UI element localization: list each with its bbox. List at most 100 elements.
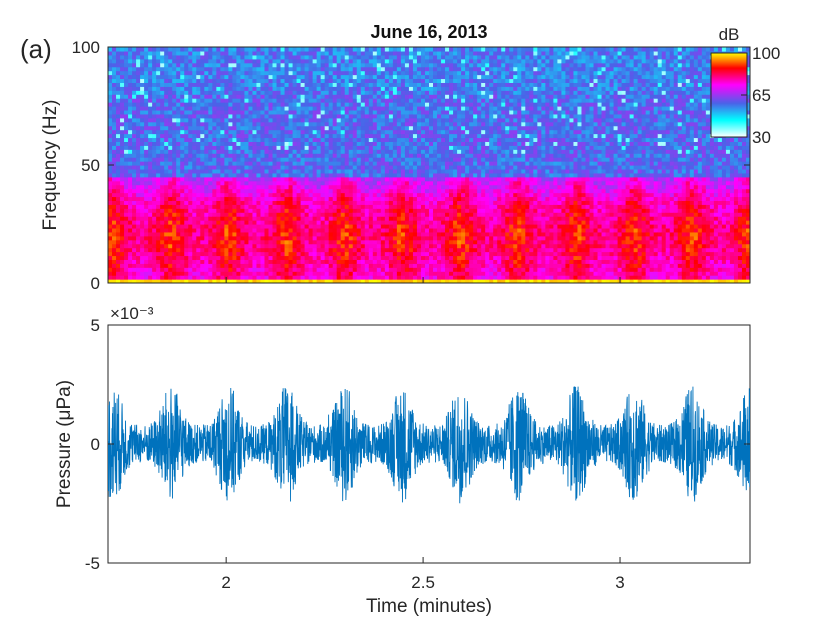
spectrogram-cell <box>384 168 390 174</box>
spectrogram-cell <box>416 180 422 186</box>
spectrogram-cell <box>152 78 157 83</box>
spectrogram-cell <box>124 70 129 76</box>
spectrogram-cell <box>424 192 430 198</box>
spectrogram-cell <box>244 106 250 111</box>
spectrogram-cell <box>404 263 410 268</box>
spectrogram-cell <box>148 176 153 182</box>
spectrogram-cell <box>356 74 362 80</box>
spectrogram-cell <box>368 82 374 87</box>
spectrogram-cell <box>364 168 370 174</box>
spectrogram-cell <box>429 141 434 146</box>
spectrogram-cell <box>224 243 229 249</box>
spectrogram-cell <box>124 102 129 107</box>
spectrogram-cell <box>340 133 346 139</box>
spectrogram-cell <box>352 145 358 150</box>
spectrogram-cell <box>340 279 346 283</box>
spectrogram-cell <box>308 184 314 190</box>
spectrogram-cell <box>256 82 262 87</box>
spectrogram-cell <box>433 227 438 233</box>
spectrogram-cell <box>392 62 398 68</box>
spectrogram-cell <box>264 255 270 260</box>
spectrogram-cell <box>352 137 358 142</box>
spectrogram-cell <box>212 279 217 283</box>
spectrogram-cell <box>168 94 173 99</box>
spectrogram-cell <box>156 125 161 131</box>
spectrogram-cell <box>256 184 262 190</box>
spectrogram-cell <box>420 180 426 186</box>
spectrogram-cell <box>140 113 145 119</box>
spectrogram-cell <box>376 220 382 225</box>
spectrogram-cell <box>280 161 286 166</box>
spectrogram-cell <box>400 267 406 272</box>
spectrogram-cell <box>124 192 129 198</box>
spectrogram-cell <box>132 113 137 119</box>
spectrogram-cell <box>212 239 217 245</box>
spectrogram-cell <box>252 117 258 123</box>
spectrogram-cell <box>188 145 193 150</box>
spectrogram-cell <box>316 176 322 182</box>
spectrogram-cell <box>328 86 334 91</box>
spectrogram-cell <box>116 235 121 241</box>
spectrogram-cell <box>433 184 438 190</box>
spectrogram-cell <box>272 54 278 60</box>
spectrogram-cell <box>400 180 406 186</box>
spectrogram-cell <box>276 235 282 241</box>
spectrogram-cell <box>232 145 237 150</box>
spectrogram-cell <box>160 157 165 162</box>
spectrogram-cell <box>168 78 173 83</box>
spectrogram-cell <box>268 279 274 283</box>
spectrogram-cell <box>168 161 173 166</box>
spectrogram-cell <box>244 255 250 260</box>
spectrogram-cell <box>188 106 193 111</box>
spectrogram-cell <box>212 168 217 174</box>
spectrogram-cell <box>144 188 149 194</box>
spectrogram-cell <box>280 224 286 229</box>
spectrogram-cell <box>116 180 121 186</box>
spectrogram-cell <box>332 188 338 194</box>
spectrogram-cell <box>112 90 117 95</box>
spectrogram-cell <box>384 172 390 178</box>
spectrogram-cell <box>304 78 310 83</box>
spectrogram-cell <box>148 50 153 56</box>
spectrogram-cell <box>240 141 246 146</box>
spectrogram-cell <box>184 243 189 249</box>
spectrogram-cell <box>128 220 133 225</box>
spectrogram-cell <box>132 117 137 123</box>
spectrogram-cell <box>336 204 342 209</box>
spectrogram-cell <box>152 279 157 283</box>
spectrogram-cell <box>368 263 374 268</box>
spectrogram-cell <box>344 259 350 264</box>
spectrogram-cell <box>380 86 386 91</box>
spectrogram-cell <box>312 271 318 276</box>
spectrogram-cell <box>120 62 125 68</box>
spectrogram-cell <box>356 275 362 280</box>
spectrogram-cell <box>396 180 402 186</box>
spectrogram-cell <box>324 235 330 241</box>
spectrogram-cell <box>256 54 262 60</box>
spectrogram-cell <box>196 121 201 127</box>
spectrogram-cell <box>360 106 366 111</box>
spectrogram-cell <box>128 47 133 52</box>
spectrogram-cell <box>356 224 362 229</box>
spectrogram-cell <box>296 200 302 205</box>
spectrogram-cell <box>240 216 246 221</box>
spectrogram-cell <box>272 62 278 68</box>
spectrogram-cell <box>420 149 426 154</box>
spectrogram-cell <box>288 102 294 107</box>
spectrogram-cell <box>168 235 173 241</box>
spectrogram-cell <box>232 157 237 162</box>
spectrogram-cell <box>396 58 402 64</box>
spectrogram-cell <box>204 224 209 229</box>
spectrogram-cell <box>228 78 233 83</box>
spectrogram-cell <box>204 275 209 280</box>
spectrogram-cell <box>224 212 229 217</box>
spectrogram-cell <box>376 74 382 80</box>
spectrogram-cell <box>416 184 422 190</box>
spectrogram-cell <box>396 247 402 253</box>
spectrogram-cell <box>352 184 358 190</box>
spectrogram-cell <box>132 204 137 209</box>
spectrogram-cell <box>216 47 221 52</box>
spectrogram-cell <box>408 239 414 245</box>
spectrogram-cell <box>424 113 430 119</box>
spectrogram-cell <box>340 54 346 60</box>
